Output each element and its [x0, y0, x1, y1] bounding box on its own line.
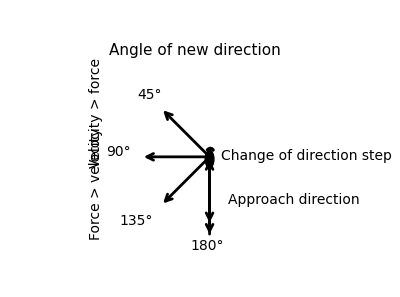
Text: 90°: 90°	[106, 145, 130, 159]
Circle shape	[211, 148, 213, 150]
Text: Velocity > force: Velocity > force	[89, 59, 103, 168]
Text: Change of direction step: Change of direction step	[221, 149, 392, 163]
Text: 135°: 135°	[119, 214, 152, 228]
Text: 45°: 45°	[137, 88, 162, 102]
Text: Approach direction: Approach direction	[228, 193, 360, 207]
Circle shape	[209, 147, 211, 149]
Text: Angle of new direction: Angle of new direction	[109, 42, 281, 58]
Circle shape	[212, 149, 214, 151]
Text: Force > velocity: Force > velocity	[89, 128, 103, 241]
Ellipse shape	[205, 151, 214, 168]
Text: 180°: 180°	[190, 239, 224, 253]
Circle shape	[206, 149, 208, 151]
Circle shape	[208, 148, 210, 150]
